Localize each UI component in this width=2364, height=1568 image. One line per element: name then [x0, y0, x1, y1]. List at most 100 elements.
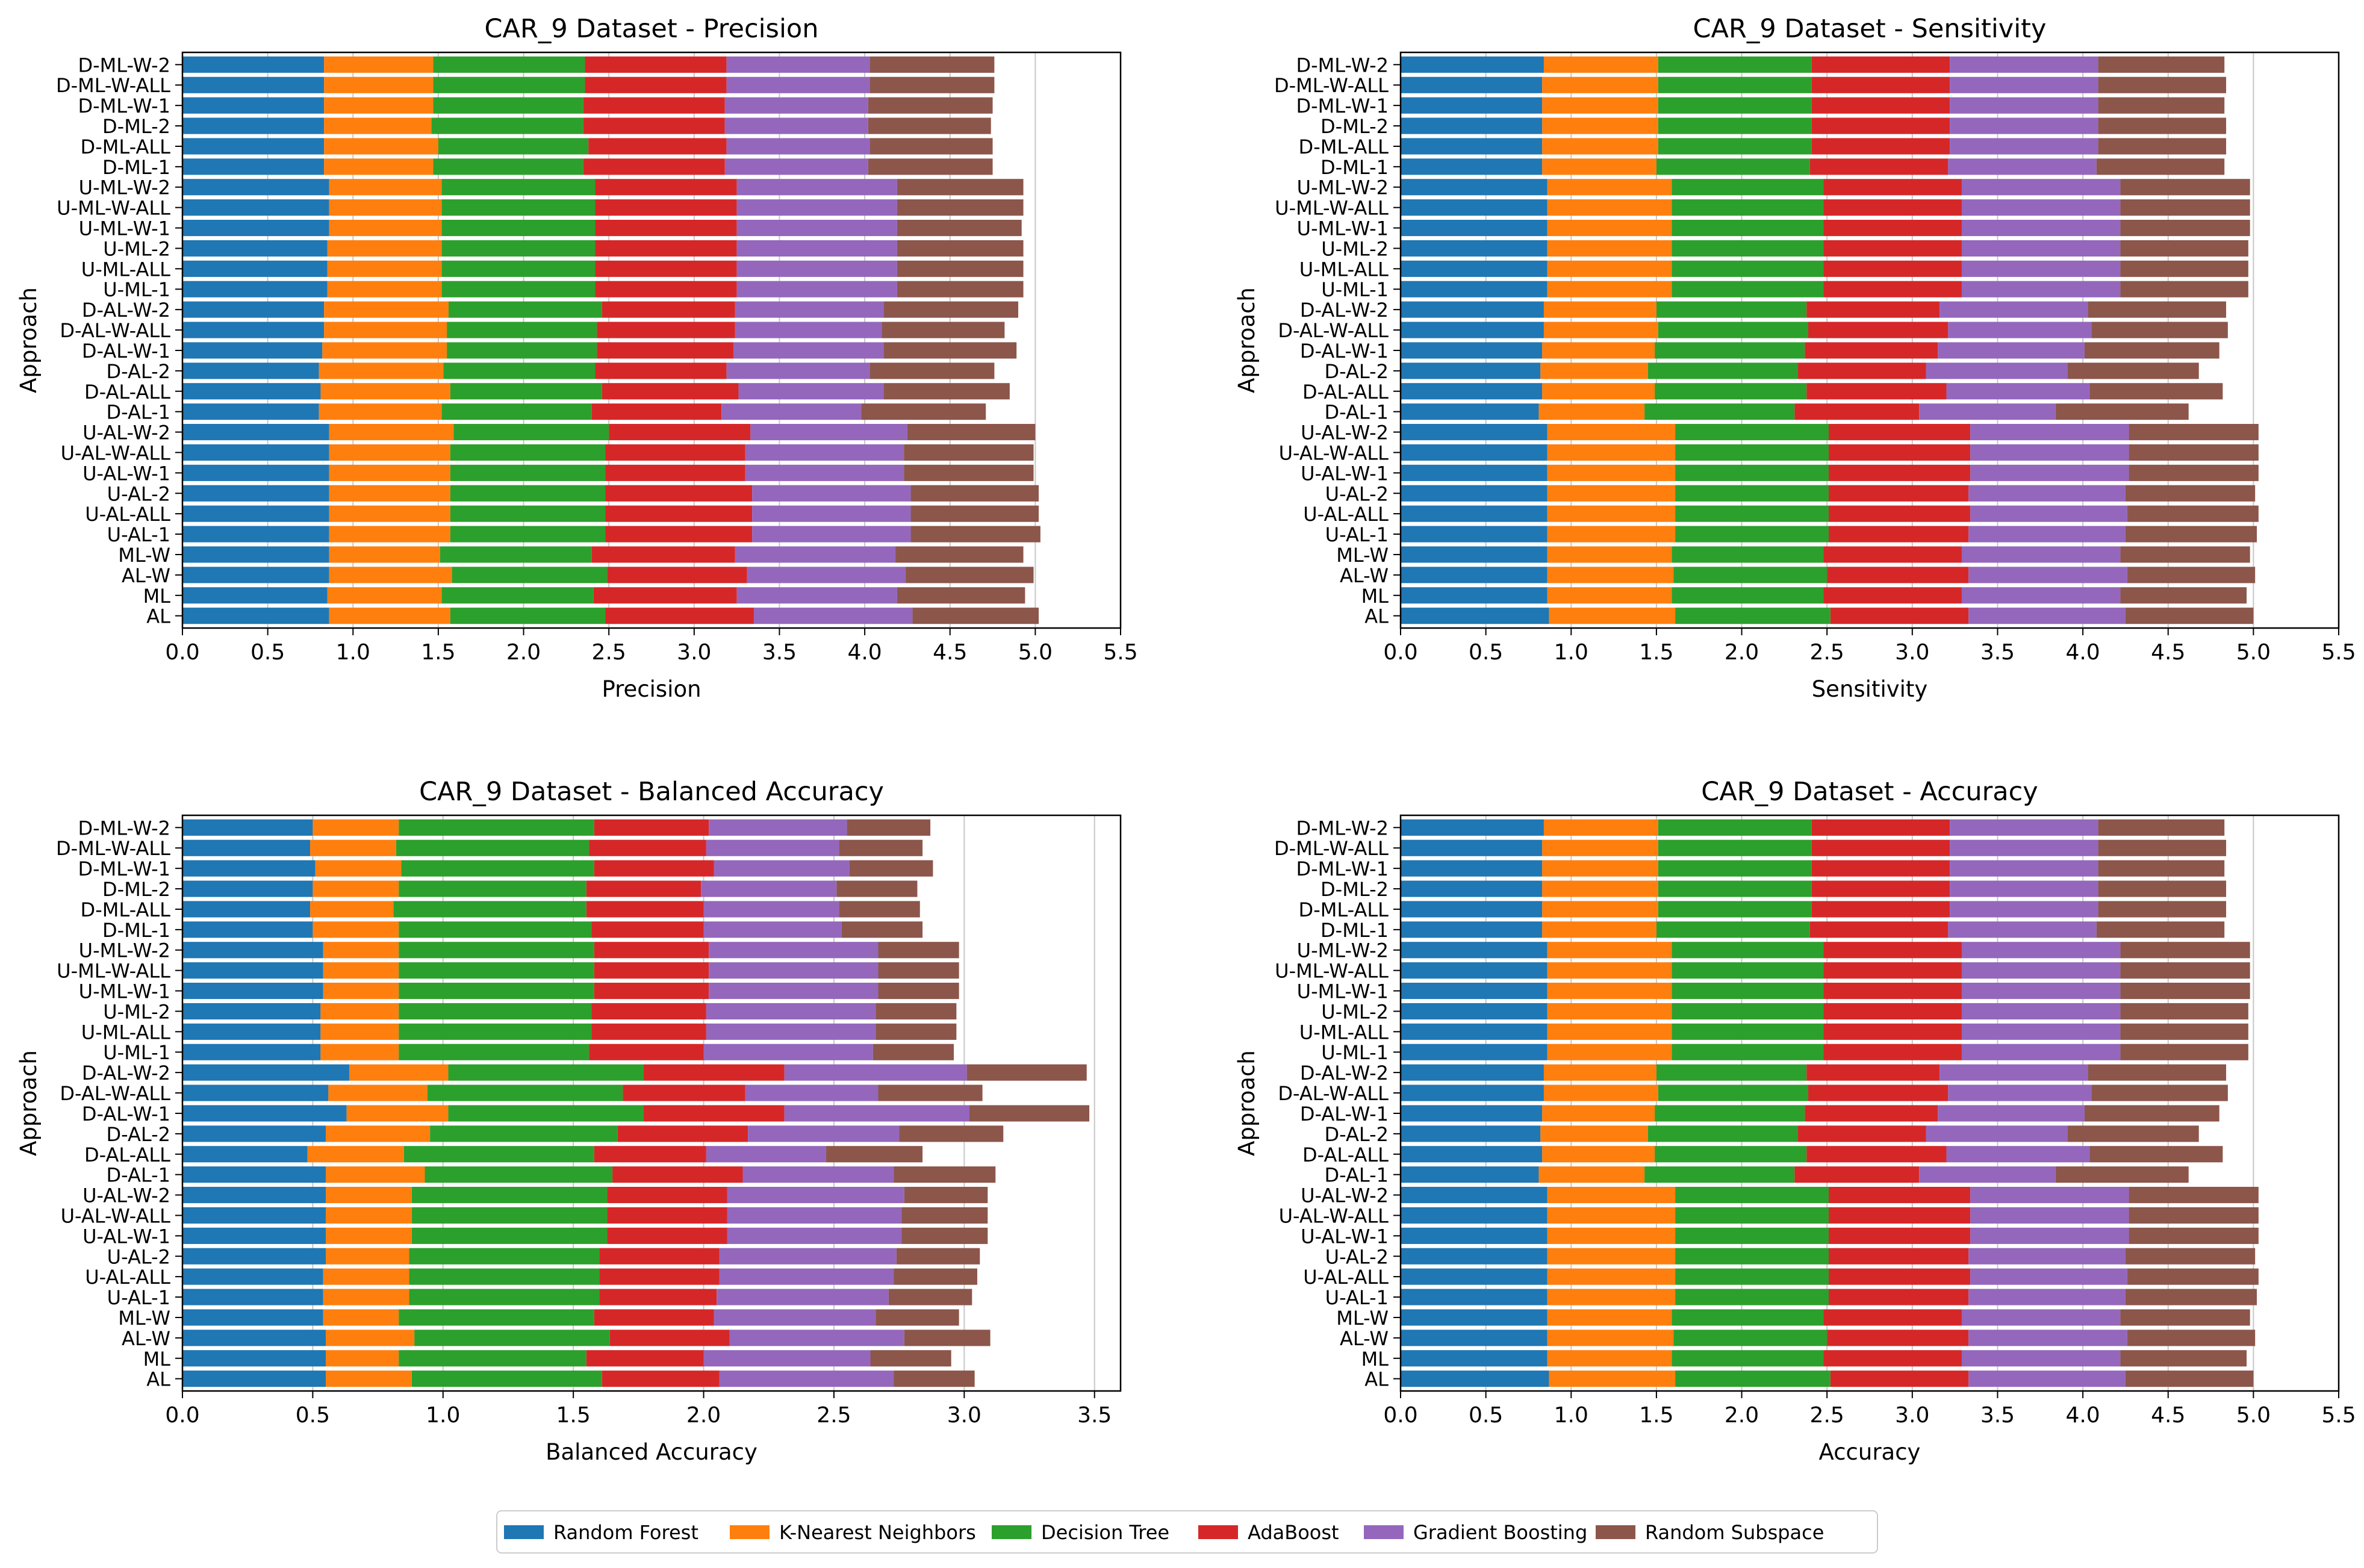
bar-k-nearest-neighbors-al-w: [326, 1330, 415, 1346]
bar-k-nearest-neighbors-d-ml-1: [1542, 158, 1656, 175]
bar-random-forest-d-ml-1: [1401, 921, 1543, 938]
y-tick-label: D-AL-ALL: [84, 381, 170, 403]
bar-decision-tree-al: [411, 1370, 602, 1387]
bar-k-nearest-neighbors-al: [329, 608, 450, 624]
bar-decision-tree-u-al-w-1: [1675, 1227, 1829, 1244]
bar-decision-tree-u-ml-w-all: [1672, 962, 1824, 979]
bar-decision-tree-u-al-w-2: [453, 423, 609, 441]
bar-k-nearest-neighbors-u-ml-1: [1547, 281, 1672, 297]
x-tick-label: 4.5: [2151, 640, 2185, 665]
bar-gradient-boosting-d-ml-all: [1950, 138, 2098, 155]
bar-random-forest-al: [1401, 608, 1549, 624]
bar-random-forest-u-ml-1: [1401, 1044, 1547, 1060]
bar-decision-tree-d-ml-1: [433, 158, 583, 175]
bar-gradient-boosting-d-ml-w-1: [1950, 97, 2098, 114]
bar-adaboost-u-ml-w-all: [1823, 199, 1962, 216]
bar-gradient-boosting-u-ml-1: [703, 1044, 873, 1060]
bar-k-nearest-neighbors-ml-w: [329, 546, 440, 563]
y-tick-label: D-ML-2: [102, 878, 170, 901]
x-tick-label: 0.5: [296, 1403, 330, 1428]
bar-adaboost-d-ml-2: [1811, 117, 1950, 134]
bar-gradient-boosting-u-al-w-1: [727, 1227, 902, 1244]
bar-gradient-boosting-d-al-w-2: [1939, 1064, 2088, 1081]
bar-adaboost-u-ml-all: [591, 1023, 706, 1040]
bar-random-subspace-u-ml-w-2: [878, 942, 959, 959]
bar-gradient-boosting-d-al-w-2: [735, 301, 884, 318]
y-tick-label: D-ML-W-ALL: [56, 74, 170, 97]
bar-decision-tree-d-ml-w-all: [1658, 839, 1812, 856]
bar-k-nearest-neighbors-u-al-1: [329, 526, 450, 543]
bar-gradient-boosting-u-al-w-1: [1970, 1227, 2129, 1244]
bar-random-subspace-u-ml-w-2: [897, 179, 1024, 196]
bar-k-nearest-neighbors-d-al-w-2: [324, 301, 449, 318]
bar-k-nearest-neighbors-u-al-w-1: [329, 464, 450, 481]
y-tick-label: U-AL-W-ALL: [61, 1204, 171, 1227]
bar-k-nearest-neighbors-ml: [1547, 587, 1672, 604]
bar-gradient-boosting-u-ml-1: [1961, 1044, 2121, 1060]
bar-random-subspace-u-al-all: [910, 505, 1039, 522]
x-tick-label: 4.5: [933, 640, 967, 665]
legend-label-random-forest: Random Forest: [553, 1521, 698, 1544]
y-tick-label: D-ML-W-2: [1296, 54, 1389, 76]
bar-gradient-boosting-u-al-2: [1968, 485, 2126, 502]
y-tick-label: U-ML-1: [1321, 278, 1389, 301]
bar-decision-tree-d-ml-w-1: [1658, 860, 1812, 877]
bar-decision-tree-u-al-w-1: [450, 464, 606, 481]
bar-random-forest-d-ml-1: [182, 158, 325, 175]
y-tick-label: U-ML-2: [103, 237, 170, 260]
legend-label-gradient-boosting: Gradient Boosting: [1413, 1521, 1587, 1544]
bar-random-forest-ml-w: [1401, 1309, 1547, 1326]
bar-adaboost-d-al-2: [595, 362, 727, 379]
bar-gradient-boosting-u-ml-2: [1961, 240, 2121, 257]
bar-k-nearest-neighbors-u-ml-all: [1547, 1023, 1672, 1040]
bar-k-nearest-neighbors-u-ml-w-1: [1547, 982, 1672, 1000]
bar-random-forest-u-ml-2: [182, 1003, 321, 1020]
bar-random-subspace-u-ml-1: [2120, 281, 2248, 297]
bar-decision-tree-d-al-2: [1647, 362, 1799, 379]
bar-adaboost-u-al-all: [1829, 1268, 1971, 1285]
bar-decision-tree-d-ml-w-all: [433, 76, 585, 93]
bar-adaboost-d-al-w-2: [1806, 1064, 1940, 1081]
y-tick-label: AL-W: [1340, 1327, 1389, 1350]
bar-random-subspace-ml-w: [876, 1309, 959, 1326]
bar-decision-tree-d-al-w-all: [1658, 1084, 1809, 1101]
bar-random-forest-d-al-2: [1401, 1125, 1541, 1142]
bar-decision-tree-d-ml-w-2: [1658, 56, 1812, 73]
bar-decision-tree-u-ml-w-2: [441, 179, 596, 196]
bar-k-nearest-neighbors-d-al-w-1: [1542, 1105, 1655, 1122]
bar-gradient-boosting-al: [719, 1370, 894, 1387]
bar-random-forest-al: [182, 1370, 326, 1387]
bar-adaboost-u-al-1: [605, 526, 753, 543]
bar-random-subspace-u-al-all: [894, 1268, 977, 1285]
bar-k-nearest-neighbors-u-al-w-all: [326, 1207, 412, 1224]
bar-gradient-boosting-d-al-w-all: [1948, 1084, 2092, 1101]
bar-gradient-boosting-u-ml-w-all: [709, 962, 879, 979]
y-tick-label: D-ML-W-2: [78, 54, 170, 76]
bar-random-subspace-d-ml-w-1: [2098, 97, 2225, 114]
bar-adaboost-ml-w: [1823, 1309, 1962, 1326]
bar-random-subspace-u-ml-w-1: [897, 219, 1022, 237]
y-tick-label: U-ML-2: [1321, 1000, 1389, 1023]
bar-adaboost-d-ml-2: [583, 117, 725, 134]
bar-gradient-boosting-u-al-w-2: [1970, 1186, 2129, 1204]
x-tick-label: 3.5: [1980, 1403, 2015, 1428]
bar-gradient-boosting-u-ml-2: [736, 240, 897, 257]
bar-k-nearest-neighbors-u-ml-all: [327, 260, 442, 277]
bar-decision-tree-d-al-w-2: [448, 1064, 644, 1081]
bar-decision-tree-d-ml-2: [399, 880, 586, 897]
bar-random-forest-u-al-w-1: [182, 1227, 326, 1244]
bar-decision-tree-d-al-w-1: [1655, 1105, 1805, 1122]
y-tick-label: D-AL-1: [106, 401, 170, 424]
bar-gradient-boosting-u-ml-w-2: [709, 942, 879, 959]
x-tick-label: 3.0: [947, 1403, 981, 1428]
bar-random-subspace-d-ml-all: [2098, 901, 2227, 918]
bar-k-nearest-neighbors-d-al-w-all: [1543, 1084, 1658, 1101]
bar-adaboost-u-al-w-2: [1829, 423, 1971, 441]
legend-frame: [496, 1510, 1878, 1554]
bar-k-nearest-neighbors-d-al-all: [320, 383, 450, 400]
bar-random-subspace-d-ml-1: [868, 158, 993, 175]
y-tick-label: AL-W: [1340, 564, 1389, 587]
legend-label-random-subspace: Random Subspace: [1645, 1521, 1824, 1544]
bar-gradient-boosting-d-ml-2: [1950, 117, 2098, 134]
y-tick-label: U-ML-W-ALL: [57, 960, 170, 983]
